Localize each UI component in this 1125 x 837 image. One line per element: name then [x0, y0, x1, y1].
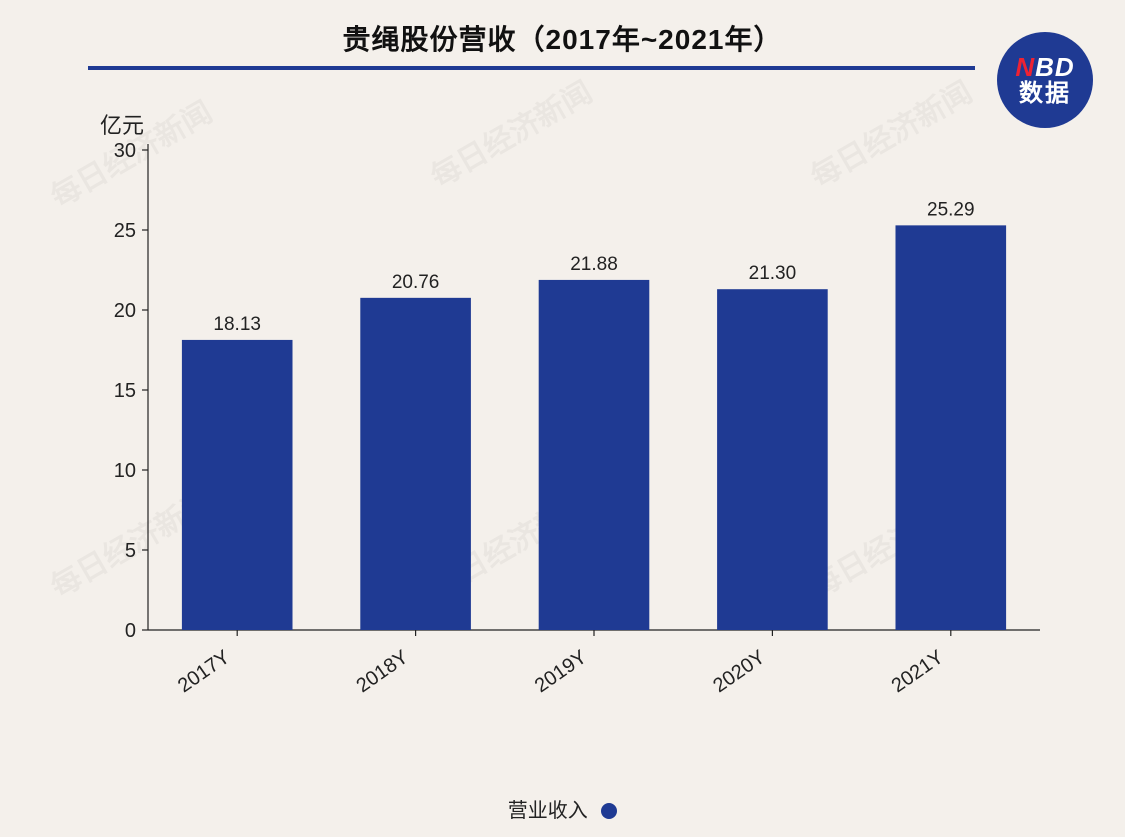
- bar-value-label: 21.30: [749, 263, 797, 284]
- bar-value-label: 25.29: [927, 199, 975, 220]
- svg-text:5: 5: [125, 540, 136, 562]
- bar-chart: 0 5 10 15 20 25 30 18.13 2017Y 20.76 2018Y 21.88 201…: [100, 140, 1050, 700]
- badge-line1: NBD: [1015, 53, 1074, 82]
- bar: [539, 280, 650, 630]
- badge-n: N: [1015, 52, 1035, 82]
- y-axis-unit: 亿元: [100, 108, 144, 140]
- legend-marker: [601, 803, 617, 819]
- legend: 营业收入: [0, 794, 1125, 823]
- bar-value-label: 21.88: [570, 254, 618, 275]
- bar: [717, 289, 828, 630]
- chart-title: 贵绳股份营收（2017年~2021年）: [0, 18, 1125, 58]
- svg-text:20: 20: [114, 300, 136, 322]
- bar: [182, 340, 293, 630]
- title-underline: [88, 66, 975, 70]
- badge-line2: 数据: [1019, 81, 1071, 107]
- x-category-label: 2020Y: [709, 646, 769, 697]
- x-category-label: 2021Y: [888, 646, 948, 697]
- svg-text:0: 0: [125, 620, 136, 642]
- svg-text:25: 25: [114, 220, 136, 242]
- bar-value-label: 20.76: [392, 272, 440, 293]
- svg-text:30: 30: [114, 140, 136, 162]
- badge-bd: BD: [1035, 52, 1075, 82]
- bar: [895, 225, 1006, 630]
- svg-text:10: 10: [114, 460, 136, 482]
- svg-text:15: 15: [114, 380, 136, 402]
- x-category-label: 2017Y: [174, 646, 234, 697]
- x-category-label: 2018Y: [352, 646, 412, 697]
- x-category-label: 2019Y: [531, 646, 591, 697]
- bar-value-label: 18.13: [213, 314, 261, 335]
- nbd-badge: NBD 数据: [997, 32, 1093, 128]
- legend-label: 营业收入: [508, 800, 588, 822]
- chart-title-wrap: 贵绳股份营收（2017年~2021年）: [0, 18, 1125, 58]
- bar: [360, 298, 471, 630]
